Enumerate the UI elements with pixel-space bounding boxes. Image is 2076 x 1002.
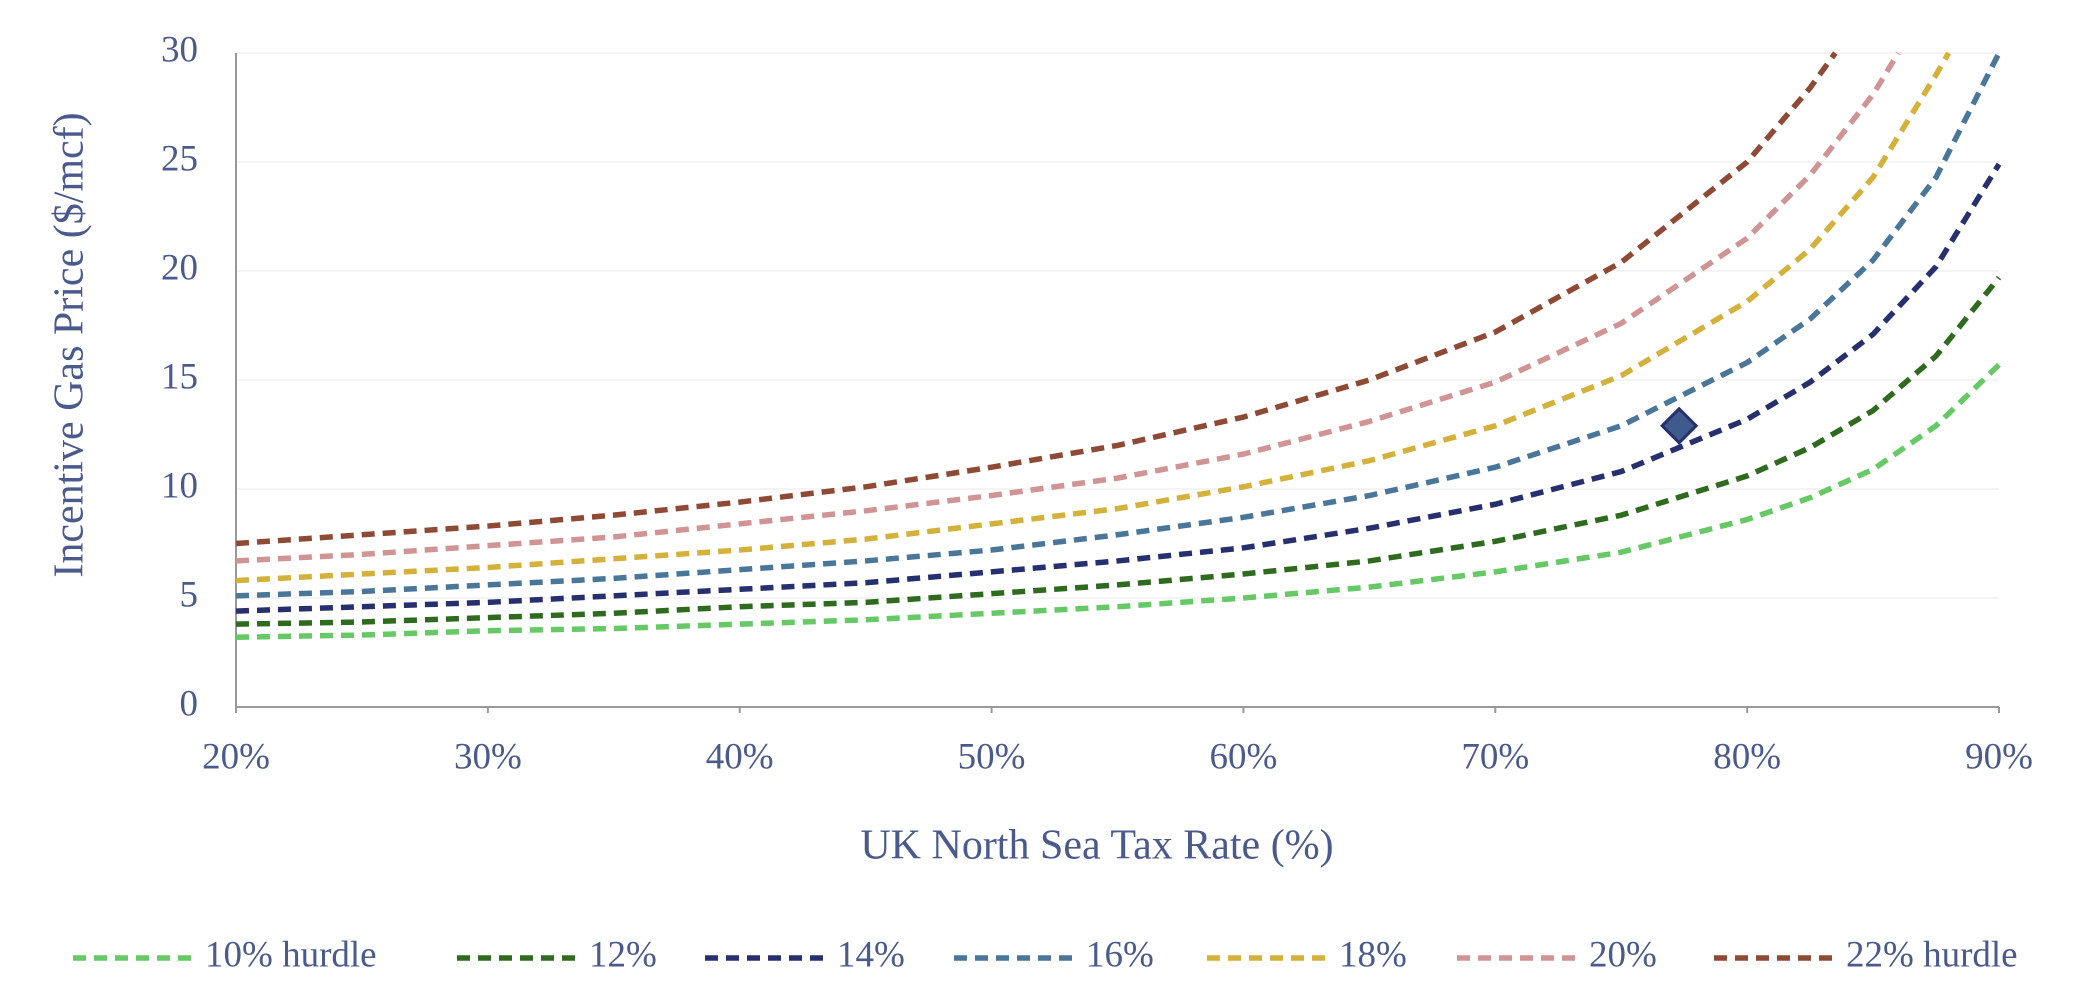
legend-text: 20% [1589,934,1657,975]
y-tick-label: 30 [161,29,198,70]
line-series [235,275,2002,627]
x-tick-label: 20% [202,736,270,777]
line-series [235,51,1952,584]
legend-text: 22% hurdle [1846,934,2018,975]
y-tick-label: 0 [180,683,199,724]
legend-text: 10% hurdle [205,934,377,975]
y-axis-title: Incentive Gas Price ($/mcf) [47,112,93,577]
line-series [235,162,2002,614]
x-tick-label: 70% [1461,736,1529,777]
y-tick-label: 25 [161,138,198,179]
x-tick-label: 90% [1965,736,2033,777]
x-tick-label: 30% [454,736,522,777]
x-tick-label: 50% [958,736,1026,777]
line-series [235,51,1838,547]
y-tick-label: 15 [161,356,198,397]
y-tick-label: 10 [161,465,198,506]
legend-text: 16% [1086,934,1154,975]
x-axis-title: UK North Sea Tax Rate (%) [860,823,1333,869]
x-tick-label: 80% [1713,736,1781,777]
x-tick-label: 40% [706,736,774,777]
x-tick-label: 60% [1210,736,1278,777]
legend-text: 12% [589,934,657,975]
highlight-marker [1660,406,1699,445]
line-series [235,51,1901,564]
legend-text: 14% [837,934,905,975]
line-series [235,51,2002,599]
legend-text: 18% [1339,934,1407,975]
line-series [235,362,2001,640]
y-tick-label: 5 [180,574,199,615]
y-tick-label: 20 [161,247,198,288]
